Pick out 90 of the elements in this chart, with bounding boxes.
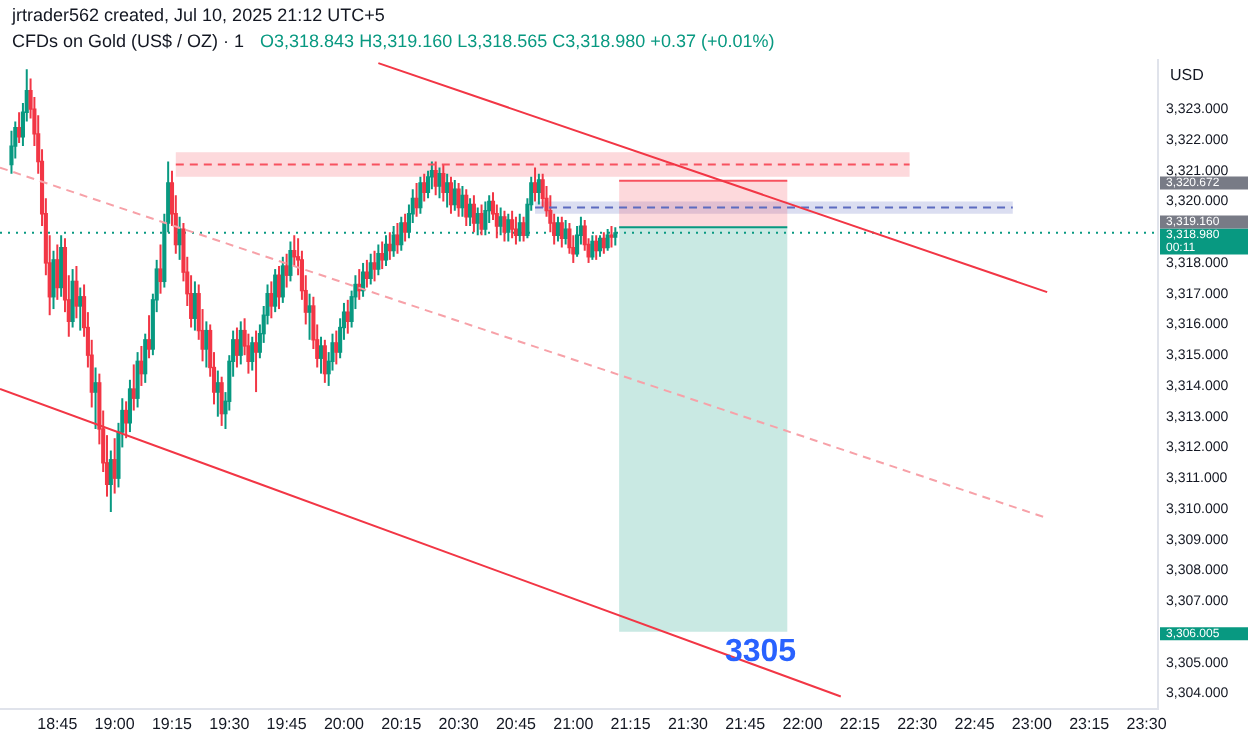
x-tick-label: 20:45 xyxy=(495,714,538,733)
x-tick-label: 19:00 xyxy=(94,714,136,733)
x-tick-label: 22:15 xyxy=(839,714,882,733)
annotation: 3305 xyxy=(724,635,797,670)
x-tick-label: 22:45 xyxy=(954,714,996,733)
candlestick xyxy=(559,215,564,249)
candlestick xyxy=(510,209,515,240)
x-tick-label: 19:30 xyxy=(209,714,251,733)
candlestick xyxy=(59,234,64,298)
candlestick xyxy=(395,221,400,255)
candlestick xyxy=(380,240,385,271)
candlestick xyxy=(234,326,240,369)
candlestick xyxy=(464,188,469,228)
text: jrtrader562 created, Jul 10, 2025 21:12 UTC+5 xyxy=(10,4,385,25)
candlestick xyxy=(437,166,442,200)
candlestick xyxy=(318,335,324,375)
candlestick xyxy=(9,129,14,175)
candlestick xyxy=(93,366,98,430)
candlestick xyxy=(364,258,369,289)
x-tick-label: 23:15 xyxy=(1069,714,1111,733)
candlestick xyxy=(567,221,572,255)
candlestick xyxy=(158,243,163,295)
candlestick xyxy=(17,111,22,145)
candlestick xyxy=(575,225,580,258)
candlestick xyxy=(403,212,408,243)
candlestick xyxy=(422,172,427,203)
candlestick xyxy=(452,178,457,212)
candlestick xyxy=(609,225,614,249)
chart-title: CFDs on Gold (US$ / OZ) · 1 xyxy=(12,30,245,51)
candlestick xyxy=(502,209,507,243)
candlestick xyxy=(273,268,278,314)
candlestick xyxy=(276,265,282,311)
candlestick xyxy=(425,169,431,200)
candlestick xyxy=(536,172,541,206)
candlestick xyxy=(418,175,423,215)
x-tick-label: 20:15 xyxy=(381,714,423,733)
x-tick-label: 21:30 xyxy=(667,714,710,733)
x-tick-label: 23:30 xyxy=(1126,714,1168,733)
candlestick xyxy=(55,243,60,301)
candlestick xyxy=(204,320,209,369)
candlestick xyxy=(269,280,274,320)
candlestick xyxy=(429,160,434,191)
candlestick xyxy=(479,203,484,237)
candlestick xyxy=(513,215,518,246)
candlestick xyxy=(334,329,339,366)
candlestick xyxy=(131,363,136,412)
x-tick-label: 21:00 xyxy=(553,714,595,733)
x-tick-label: 18:45 xyxy=(37,714,79,733)
x-tick-label: 21:15 xyxy=(610,714,652,733)
candlestick xyxy=(445,172,450,209)
candlestick xyxy=(372,249,377,283)
x-tick-label: 23:00 xyxy=(1011,714,1053,733)
candlestick xyxy=(555,215,561,243)
candlestick xyxy=(146,314,152,360)
x-tick-label: 19:45 xyxy=(266,714,308,733)
candlestick xyxy=(292,234,297,268)
candlestick xyxy=(51,249,56,311)
candlestick xyxy=(448,175,454,215)
candlestick xyxy=(399,215,404,252)
candlestick xyxy=(345,298,350,335)
candlestick xyxy=(139,344,144,387)
candlestick xyxy=(280,255,285,304)
candlestick xyxy=(441,163,446,203)
x-tick-label: 20:30 xyxy=(438,714,480,733)
candlestick xyxy=(127,378,132,434)
candlestick xyxy=(254,329,259,394)
text: O3,318.843 H3,319.160 L3,318.565 C3,318.980 +0.37 (+0.01%) xyxy=(260,30,775,51)
x-tick-label: 20:00 xyxy=(323,714,366,733)
candlestick xyxy=(376,243,381,277)
candlestick xyxy=(74,265,79,320)
candlestick xyxy=(143,332,148,384)
candlestick xyxy=(460,185,465,218)
candlestick xyxy=(215,369,220,418)
candlestick xyxy=(468,197,473,228)
y-axis-title: USD xyxy=(1170,66,1205,85)
candlestick xyxy=(540,172,545,209)
x-tick-label: 22:00 xyxy=(782,714,824,733)
candlestick xyxy=(322,338,327,384)
candlestick xyxy=(517,212,522,243)
candlestick xyxy=(192,280,197,332)
candlestick xyxy=(78,286,83,332)
candlestick xyxy=(532,166,538,203)
candlestick xyxy=(601,231,606,255)
candlestick xyxy=(124,400,129,440)
x-tick-label: 21:45 xyxy=(725,714,767,733)
candlestick xyxy=(238,320,243,366)
x-tick-label: 22:30 xyxy=(897,714,939,733)
candlestick xyxy=(250,335,255,372)
x-tick-label: 19:15 xyxy=(151,714,194,733)
candlestick xyxy=(387,231,392,261)
